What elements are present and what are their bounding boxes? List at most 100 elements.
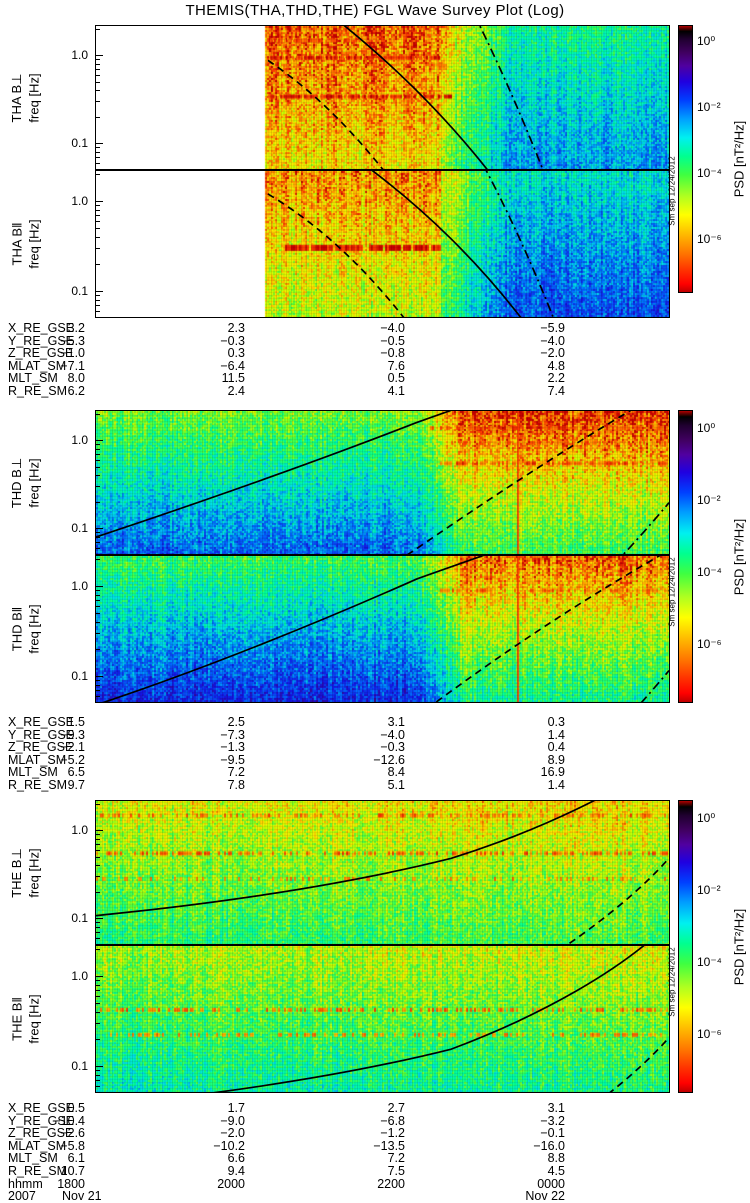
spectrogram-panel-thd-para[interactable]	[95, 555, 670, 703]
ephemeris-value: 8.9	[547, 752, 565, 767]
colorbar-tha[interactable]	[678, 25, 693, 293]
y-axis-tick-label: 1.0	[71, 968, 88, 983]
ephemeris-value: 2.4	[227, 384, 245, 398]
spectrogram-panel-tha-perp[interactable]	[95, 25, 670, 170]
spectrogram-noise-texture	[96, 801, 669, 944]
colorbar-tick-label: 10⁻²	[697, 100, 721, 115]
colorbar-tick-label: 10⁰	[697, 420, 716, 435]
time-axis-tick-label: 1800	[57, 1176, 85, 1191]
y-axis-tick-label: 0.1	[71, 1058, 88, 1073]
y-axis-minor-tick	[95, 542, 100, 543]
ephemeris-row-label: Z_RE_GSE	[8, 740, 74, 755]
ephemeris-value: 1.7	[227, 1101, 245, 1115]
y-axis-minor-tick	[95, 949, 100, 950]
y-axis-minor-tick	[95, 633, 100, 634]
y-axis-minor-tick	[95, 839, 100, 840]
ephemeris-row-label: X_RE_GSE	[8, 715, 75, 729]
y-axis-minor-tick	[95, 237, 100, 238]
ephemeris-value: −0.3	[220, 333, 245, 348]
y-axis-minor-tick	[95, 834, 100, 835]
ephemeris-value: 9.7	[67, 778, 85, 792]
ephemeris-value: 6.2	[67, 384, 85, 398]
spectrogram-noise-texture	[265, 171, 669, 317]
ephemeris-row-label: R_RE_SM	[8, 1164, 68, 1178]
y-axis-minor-tick	[95, 205, 100, 206]
y-axis-minor-tick	[95, 537, 100, 538]
y-axis-minor-tick	[95, 685, 100, 686]
colorbar-the[interactable]	[678, 800, 693, 1093]
ephemeris-value: 6.6	[227, 1151, 245, 1166]
ephemeris-value: −5.8	[60, 1138, 85, 1153]
y-axis-minor-tick	[95, 454, 100, 455]
ephemeris-value: 1.4	[547, 727, 565, 742]
y-axis-tick-label: 0.1	[71, 283, 88, 298]
ephemeris-value: 6.1	[67, 1151, 85, 1166]
spectrogram-panel-thd-perp[interactable]	[95, 410, 670, 555]
colorbar-tick-label: 10⁻⁶	[697, 232, 722, 247]
colorbar-thd[interactable]	[678, 410, 693, 703]
spectrogram-panel-tha-para[interactable]	[95, 170, 670, 318]
ephemeris-value: −9.0	[220, 1113, 245, 1128]
ephemeris-row-label: R_RE_SM	[8, 384, 68, 398]
colorbar-tick-label: 10⁰	[697, 810, 716, 825]
spectrogram-panel-the-para[interactable]	[95, 945, 670, 1093]
time-axis-tick-label: 0000	[537, 1176, 565, 1191]
y-axis-minor-tick	[95, 927, 100, 928]
y-axis-minor-tick	[95, 295, 100, 296]
y-axis-minor-tick	[95, 460, 100, 461]
ephemeris-value: −0.5	[380, 333, 405, 348]
y-axis-minor-tick	[95, 1080, 100, 1081]
y-axis-minor-tick	[95, 264, 100, 265]
ephemeris-value: 1.5	[67, 715, 85, 729]
colorbar-title: PSD [nT²/Hz]	[731, 518, 747, 595]
y-axis-minor-tick	[95, 590, 100, 591]
y-axis-tick-label: 0.1	[71, 668, 88, 683]
ephemeris-value: 2.7	[387, 1101, 405, 1115]
ephemeris-row-label: Y_RE_GSE	[8, 1113, 75, 1128]
ephemeris-value: 7.2	[387, 1151, 405, 1166]
colorbar-title: PSD [nT²/Hz]	[731, 908, 747, 985]
time-axis-year: 2007	[8, 1189, 36, 1203]
y-axis-tick-mark	[95, 918, 103, 919]
ephemeris-row-label: MLT_SM	[8, 371, 58, 386]
colorbar-tick-label: 10⁻⁶	[697, 1027, 722, 1042]
time-axis-end-date: Nov 22	[525, 1189, 565, 1203]
y-axis-minor-tick	[95, 680, 100, 681]
y-axis-minor-tick	[95, 985, 100, 986]
y-axis-minor-tick	[95, 221, 100, 222]
ephemeris-value: 11.5	[221, 371, 245, 386]
y-axis-minor-tick	[95, 486, 100, 487]
ephemeris-value: 9.4	[227, 1164, 245, 1178]
y-axis-minor-tick	[95, 804, 100, 805]
plot-timestamp-annotation: Sm sep 12/24/2012	[667, 156, 677, 226]
y-axis-title: freq [Hz]	[26, 604, 42, 654]
panel-title-thd-perp: THD B⊥	[9, 457, 24, 508]
y-axis-minor-tick	[95, 64, 100, 65]
ephemeris-value: 2.5	[227, 715, 245, 729]
spectrogram-panel-the-perp[interactable]	[95, 800, 670, 945]
ephemeris-row-label: R_RE_SM	[8, 778, 68, 792]
ephemeris-value: 0.5	[387, 371, 405, 386]
ephemeris-value: 3.1	[387, 715, 405, 729]
y-axis-minor-tick	[95, 938, 100, 939]
ephemeris-value: 7.8	[227, 778, 245, 792]
y-axis-minor-tick	[95, 850, 100, 851]
y-axis-minor-tick	[95, 300, 100, 301]
spectrogram-noise-texture	[96, 556, 669, 702]
ephemeris-row-label: X_RE_GSE	[8, 1101, 75, 1115]
y-axis-minor-tick	[95, 1023, 100, 1024]
y-axis-minor-tick	[95, 467, 100, 468]
colorbar-tick-label: 10⁻⁴	[697, 955, 722, 970]
ephemeris-value: −7.1	[60, 358, 85, 373]
y-axis-minor-tick	[95, 147, 100, 148]
ephemeris-value: −5.3	[60, 333, 85, 348]
y-axis-tick-mark	[95, 528, 103, 529]
y-axis-tick-mark	[95, 586, 103, 587]
y-axis-minor-tick	[95, 990, 100, 991]
y-axis-tick-mark	[95, 143, 103, 144]
ephemeris-value: 0.5	[67, 1101, 85, 1115]
panel-title-tha-perp: THA B⊥	[9, 73, 24, 122]
y-axis-minor-tick	[95, 532, 100, 533]
panel-title-the-para: THE B‖	[9, 997, 25, 1041]
y-axis-minor-tick	[95, 90, 100, 91]
